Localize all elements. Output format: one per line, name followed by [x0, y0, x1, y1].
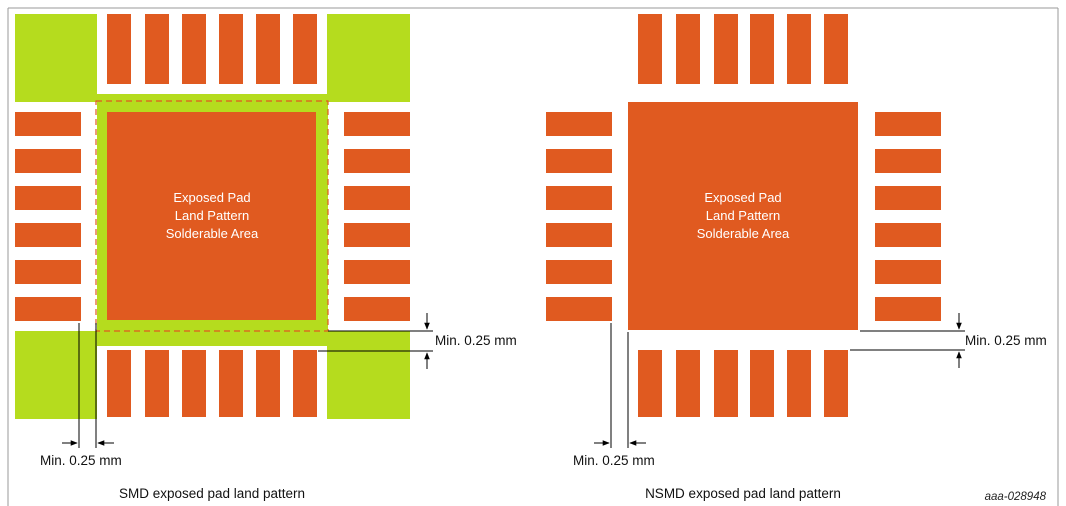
- smd-pin-top: [182, 14, 206, 84]
- nsmd-pin-bottom: [714, 350, 738, 417]
- smd-caption: SMD exposed pad land pattern: [119, 486, 305, 501]
- smd-pin-top: [256, 14, 280, 84]
- smd-pin-right: [344, 297, 410, 321]
- smd-pin-left: [15, 260, 81, 284]
- smd-pin-left: [15, 186, 81, 210]
- smd-dim-right: [318, 313, 433, 369]
- smd-pin-bottom: [107, 350, 131, 417]
- nsmd-pin-left: [546, 186, 612, 210]
- nsmd-exposed-pad: [628, 102, 858, 330]
- nsmd-pin-top: [714, 14, 738, 84]
- nsmd-pin-bottom: [787, 350, 811, 417]
- smd-pin-left: [15, 223, 81, 247]
- smd-pin-bottom: [293, 350, 317, 417]
- nsmd-pin-right: [875, 149, 941, 173]
- smd-pin-top: [219, 14, 243, 84]
- nsmd-caption: NSMD exposed pad land pattern: [645, 486, 841, 501]
- smd-pin-top: [107, 14, 131, 84]
- smd-pin-left: [15, 297, 81, 321]
- smd-mask-corner-bl: [15, 331, 97, 419]
- nsmd-pin-top: [787, 14, 811, 84]
- smd-pin-right: [344, 260, 410, 284]
- smd-mask-corner-br: [327, 331, 410, 419]
- nsmd-pin-left: [546, 223, 612, 247]
- nsmd-dim-right: [850, 313, 965, 368]
- nsmd-pad-text-line3: Solderable Area: [697, 226, 790, 241]
- nsmd-pin-right: [875, 186, 941, 210]
- smd-mask-corner-tl: [15, 14, 97, 102]
- smd-pin-left: [15, 149, 81, 173]
- smd-dim-bottom-label: Min. 0.25 mm: [40, 453, 122, 468]
- smd-pin-top: [293, 14, 317, 84]
- nsmd-pin-top: [750, 14, 774, 84]
- smd-pin-right: [344, 149, 410, 173]
- nsmd-pin-bottom: [824, 350, 848, 417]
- nsmd-pin-top: [638, 14, 662, 84]
- smd-dim-right-label: Min. 0.25 mm: [435, 333, 517, 348]
- nsmd-pin-left: [546, 297, 612, 321]
- smd-pin-bottom: [219, 350, 243, 417]
- smd-pin-left: [15, 112, 81, 136]
- nsmd-pin-bottom: [676, 350, 700, 417]
- smd-pin-right: [344, 186, 410, 210]
- nsmd-dim-bottom-label: Min. 0.25 mm: [573, 453, 655, 468]
- nsmd-pin-right: [875, 112, 941, 136]
- smd-pin-right: [344, 112, 410, 136]
- nsmd-pin-top: [824, 14, 848, 84]
- smd-pin-bottom: [256, 350, 280, 417]
- figure-id: aaa-028948: [985, 491, 1047, 503]
- nsmd-dim-bottom: [594, 323, 646, 448]
- smd-mask-dashed-outline: [95, 100, 329, 332]
- smd-pad-text-line2: Land Pattern: [175, 208, 249, 223]
- nsmd-pin-top: [676, 14, 700, 84]
- smd-pin-bottom: [145, 350, 169, 417]
- nsmd-pad-text-line1: Exposed Pad: [704, 190, 781, 205]
- nsmd-pin-bottom: [638, 350, 662, 417]
- nsmd-pin-right: [875, 260, 941, 284]
- smd-exposed-pad: [107, 112, 316, 320]
- nsmd-pin-left: [546, 112, 612, 136]
- nsmd-pin-left: [546, 260, 612, 284]
- nsmd-pin-left: [546, 149, 612, 173]
- smd-mask-corner-tr: [327, 14, 410, 102]
- smd-pin-top: [145, 14, 169, 84]
- smd-pad-text-line1: Exposed Pad: [173, 190, 250, 205]
- smd-pin-bottom: [182, 350, 206, 417]
- smd-dim-bottom: [62, 323, 114, 448]
- smd-diagram: Exposed Pad Land Pattern Solderable Area: [15, 14, 517, 501]
- nsmd-pin-right: [875, 223, 941, 247]
- smd-pin-right: [344, 223, 410, 247]
- nsmd-pin-bottom: [750, 350, 774, 417]
- nsmd-pad-text-line2: Land Pattern: [706, 208, 780, 223]
- nsmd-pin-right: [875, 297, 941, 321]
- nsmd-dim-right-label: Min. 0.25 mm: [965, 333, 1047, 348]
- nsmd-diagram: Exposed Pad Land Pattern Solderable Area: [546, 14, 1047, 501]
- smd-pad-text-line3: Solderable Area: [166, 226, 259, 241]
